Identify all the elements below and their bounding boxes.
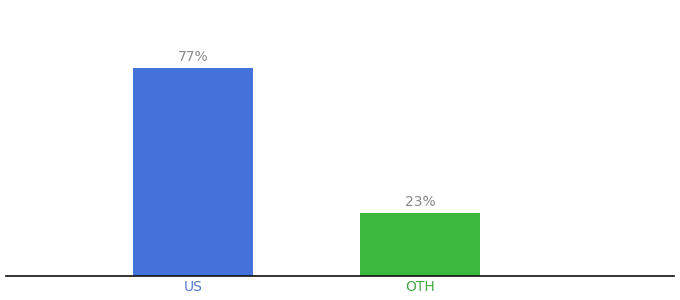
- Text: 77%: 77%: [177, 50, 208, 64]
- Text: 23%: 23%: [405, 195, 436, 209]
- Bar: [133, 68, 253, 276]
- Bar: [360, 214, 481, 276]
